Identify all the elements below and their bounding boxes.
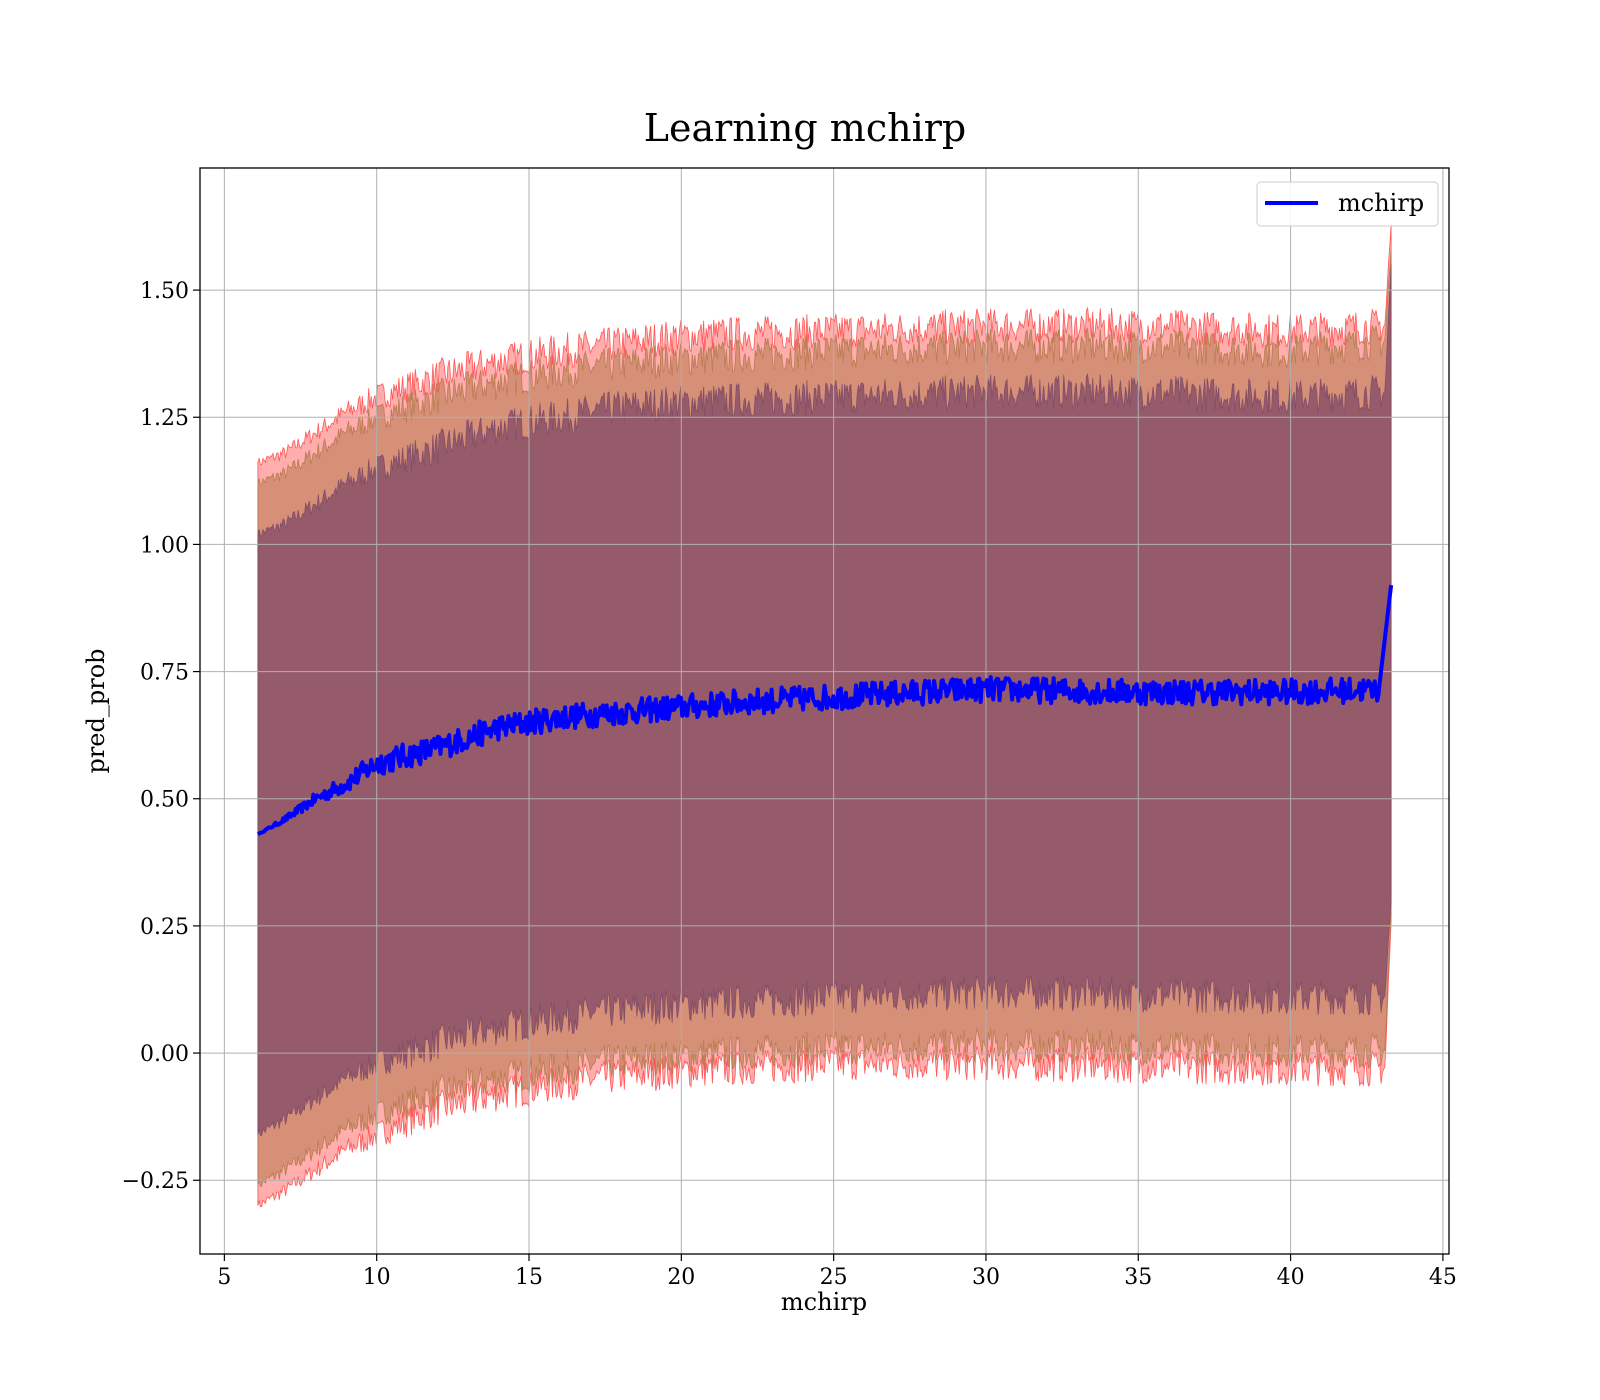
series-line-mchirp	[256, 584, 1394, 837]
y-tick-label: 0.50	[140, 788, 189, 813]
plot-frame	[199, 167, 1450, 1255]
x-tick-label: 45	[1429, 1265, 1457, 1290]
x-tick-label: 10	[363, 1265, 391, 1290]
x-tick-label: 25	[820, 1265, 848, 1290]
y-tick-label: 1.25	[140, 406, 189, 431]
y-tick-label: −0.25	[122, 1169, 189, 1194]
y-tick-label: 1.00	[140, 533, 189, 558]
x-tick-label: 20	[667, 1265, 695, 1290]
x-axis-label: mchirp	[781, 1288, 867, 1316]
legend-label-mchirp: mchirp	[1338, 189, 1424, 217]
legend: mchirp	[1256, 181, 1439, 227]
y-tick-label: 0.25	[140, 915, 189, 940]
series-lines	[256, 584, 1394, 837]
x-tick-label: 15	[515, 1265, 543, 1290]
y-axis-label: pred_prob	[82, 648, 110, 773]
chart-title: Learning mchirp	[644, 106, 966, 150]
x-tick-label: 30	[972, 1265, 1000, 1290]
y-tick-label: 1.50	[140, 279, 189, 304]
x-tick-label: 35	[1124, 1265, 1152, 1290]
y-tick-label: 0.75	[140, 661, 189, 686]
y-tick-label: 0.00	[140, 1042, 189, 1067]
legend-box	[1256, 181, 1439, 227]
x-tick-label: 40	[1277, 1265, 1305, 1290]
x-tick-label: 5	[217, 1265, 231, 1290]
axis-ticks: 5 10 15 20 25 30 35 40 45 −0.25 0.00 0.25 0.50 0.75 1.…	[122, 279, 1457, 1290]
